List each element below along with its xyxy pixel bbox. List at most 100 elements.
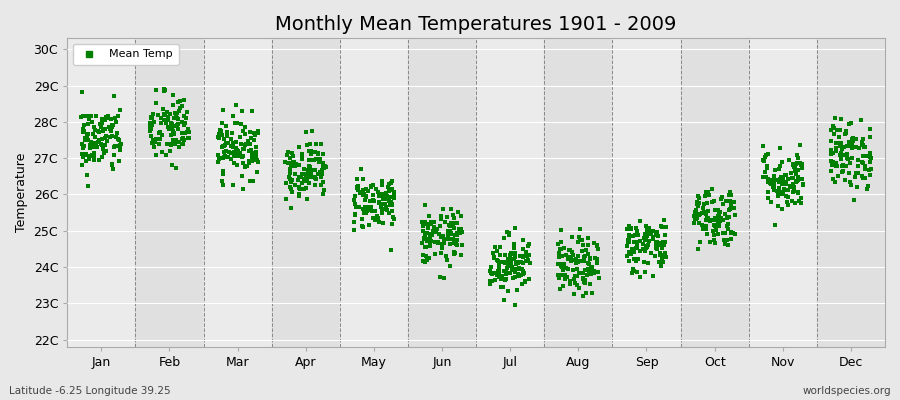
Point xyxy=(243,178,257,184)
Point xyxy=(143,115,157,122)
Point xyxy=(76,154,91,160)
Point xyxy=(790,178,805,184)
Point xyxy=(787,175,801,182)
Point xyxy=(172,138,186,145)
Point xyxy=(292,162,306,168)
Point xyxy=(368,208,382,214)
Point xyxy=(315,171,329,177)
Point xyxy=(103,126,117,132)
Point xyxy=(787,164,801,170)
Point xyxy=(348,200,363,207)
Point xyxy=(562,278,577,284)
Point xyxy=(495,273,509,280)
Point xyxy=(498,259,512,265)
Point xyxy=(551,272,565,278)
Point xyxy=(382,195,396,202)
Point xyxy=(378,191,392,198)
Point xyxy=(224,136,238,142)
Point xyxy=(836,168,850,174)
Point xyxy=(450,237,464,243)
Point xyxy=(625,226,639,232)
Point xyxy=(309,140,323,147)
Point xyxy=(300,142,314,148)
Point xyxy=(718,240,733,247)
Point xyxy=(838,163,852,169)
Point xyxy=(824,126,838,133)
Point xyxy=(104,128,118,134)
Point xyxy=(498,252,512,258)
Point xyxy=(232,150,247,156)
Point xyxy=(291,177,305,184)
Point xyxy=(422,212,436,219)
Point xyxy=(590,260,604,266)
Point xyxy=(316,151,330,158)
Point xyxy=(143,124,157,130)
Point xyxy=(372,218,386,225)
Point xyxy=(85,152,99,159)
Point xyxy=(716,237,731,244)
Point xyxy=(790,189,805,196)
Point xyxy=(587,268,601,274)
Point xyxy=(570,256,584,262)
Point xyxy=(582,267,597,273)
Point xyxy=(636,259,651,265)
Point xyxy=(852,145,867,152)
Point xyxy=(309,176,323,182)
Point xyxy=(245,108,259,114)
Point xyxy=(761,151,776,158)
Point xyxy=(517,253,531,259)
Point xyxy=(446,220,461,227)
Point xyxy=(640,233,654,239)
Point xyxy=(789,179,804,185)
Point xyxy=(652,259,666,265)
Point xyxy=(304,170,319,176)
Point xyxy=(223,150,238,157)
Point xyxy=(226,140,240,146)
Point xyxy=(701,208,716,214)
Point xyxy=(558,272,572,278)
Point xyxy=(248,149,263,155)
Point xyxy=(511,266,526,272)
Point xyxy=(419,238,434,244)
Point xyxy=(310,155,324,162)
Point xyxy=(180,129,194,135)
Point xyxy=(837,130,851,137)
Point xyxy=(485,271,500,278)
Point xyxy=(238,131,252,138)
Point xyxy=(786,181,800,188)
Point xyxy=(181,135,195,142)
Point xyxy=(699,216,714,223)
Point xyxy=(82,142,96,148)
Point xyxy=(764,199,778,206)
Text: worldspecies.org: worldspecies.org xyxy=(803,386,891,396)
Point xyxy=(508,274,522,280)
Point xyxy=(302,167,317,174)
Point xyxy=(166,128,180,135)
Point xyxy=(227,152,241,159)
Point xyxy=(316,163,330,169)
Point xyxy=(652,239,666,246)
Point xyxy=(148,87,163,94)
Point xyxy=(75,141,89,148)
Point xyxy=(785,174,799,181)
Point xyxy=(648,253,662,260)
Point xyxy=(554,272,568,278)
Point xyxy=(418,230,432,236)
Point xyxy=(280,152,294,159)
Point xyxy=(834,168,849,175)
Point xyxy=(428,229,443,235)
Point xyxy=(498,277,512,284)
Point xyxy=(382,210,396,216)
Point xyxy=(516,254,530,261)
Point xyxy=(376,192,391,198)
Point xyxy=(94,136,109,142)
Point xyxy=(785,197,799,204)
Point xyxy=(158,152,173,158)
Point xyxy=(570,266,584,272)
Point xyxy=(232,134,247,140)
Point xyxy=(583,267,598,274)
Point xyxy=(516,270,530,277)
Point xyxy=(491,269,506,276)
Point xyxy=(98,148,112,155)
Point xyxy=(105,133,120,139)
